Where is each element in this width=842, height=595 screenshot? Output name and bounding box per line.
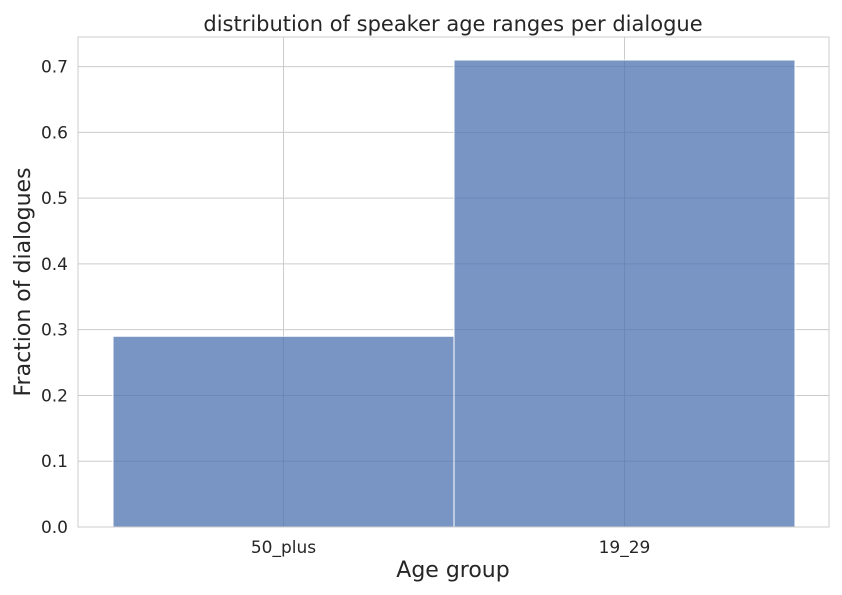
bar-19-29	[453, 59, 796, 528]
y-tick-labels: 0.0 0.1 0.2 0.3 0.4 0.5 0.6 0.7	[41, 58, 68, 538]
chart-title: distribution of speaker age ranges per d…	[203, 12, 702, 36]
y-tick-label: 0.2	[41, 386, 68, 406]
y-tick-label: 0.0	[41, 518, 68, 538]
y-tick-label: 0.6	[41, 123, 68, 143]
bars-layer	[112, 59, 796, 528]
bar-50-plus	[112, 335, 455, 528]
x-axis-label: Age group	[396, 558, 509, 583]
x-tick-label: 50_plus	[251, 538, 316, 558]
y-axis-label: Fraction of dialogues	[11, 167, 36, 396]
plot-frame	[77, 36, 830, 528]
x-tick-label: 19_29	[599, 538, 651, 558]
y-tick-label: 0.4	[41, 255, 68, 275]
y-tick-label: 0.1	[41, 452, 68, 472]
y-tick-label: 0.3	[41, 321, 68, 341]
y-tick-label: 0.7	[41, 58, 68, 78]
x-tick-labels: 50_plus 19_29	[251, 538, 651, 558]
y-tick-label: 0.5	[41, 189, 68, 209]
